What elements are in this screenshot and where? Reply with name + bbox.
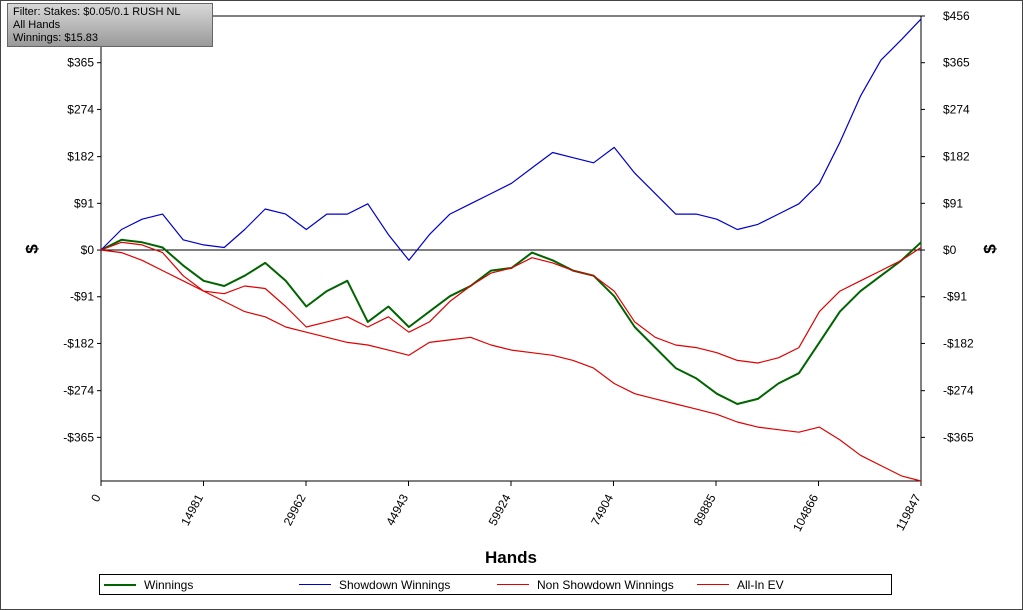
- y-tick-label-right: $365: [943, 56, 970, 70]
- y-tick-label-right: -$91: [943, 290, 967, 304]
- legend-item-non-showdown: Non Showdown Winnings: [497, 575, 674, 594]
- legend-swatch-winnings: [104, 583, 136, 586]
- y-tick-label-left: $182: [67, 150, 94, 164]
- x-tick-label: 104866: [790, 492, 821, 534]
- y-axis-label-left: $: [22, 244, 41, 254]
- x-tick-label: 0: [88, 492, 104, 505]
- series-line-non-showdown-winnings: [100, 249, 922, 482]
- legend-swatch-showdown: [299, 584, 331, 585]
- y-tick-label-left: -$91: [70, 290, 94, 304]
- axes: [97, 15, 925, 486]
- series-lines: [100, 18, 922, 482]
- y-tick-label-right: $182: [943, 150, 970, 164]
- plot-area: [100, 15, 922, 482]
- filter-info-box: Filter: Stakes: $0.05/0.1 RUSH NL All Ha…: [7, 3, 213, 47]
- y-tick-label-left: $365: [67, 56, 94, 70]
- series-line-showdown-winnings: [100, 18, 922, 261]
- legend-label-showdown: Showdown Winnings: [339, 577, 451, 592]
- legend-swatch-allin-ev: [697, 584, 729, 585]
- legend-label-non-showdown: Non Showdown Winnings: [537, 577, 674, 592]
- y-axis-label-right: $: [980, 244, 999, 254]
- y-tick-label-right: -$182: [943, 336, 974, 350]
- legend: Winnings Showdown Winnings Non Showdown …: [99, 574, 892, 595]
- y-tick-label-left: $0: [81, 243, 95, 257]
- series-line-all-in-ev: [100, 241, 922, 364]
- y-tick-label-left: $91: [74, 196, 94, 210]
- legend-swatch-non-showdown: [497, 584, 529, 585]
- y-tick-label-left: $274: [67, 102, 94, 116]
- filter-winnings-text: Winnings: $15.83: [13, 32, 98, 44]
- x-tick-label: 74904: [588, 492, 616, 528]
- filter-stakes-text: Filter: Stakes: $0.05/0.1 RUSH NL: [13, 6, 181, 18]
- legend-item-showdown: Showdown Winnings: [299, 575, 450, 594]
- x-tick-label: 89885: [691, 492, 719, 528]
- legend-item-allin-ev: All-In EV: [697, 575, 784, 594]
- x-tick-label: 59924: [486, 492, 514, 528]
- y-tick-label-right: $0: [943, 243, 957, 257]
- filter-hands-text: All Hands: [13, 19, 61, 31]
- x-axis-label: Hands: [485, 548, 537, 567]
- x-tick-label: 14981: [178, 492, 206, 528]
- x-tick-label: 29962: [281, 492, 309, 528]
- y-tick-label-right: $91: [943, 196, 963, 210]
- y-tick-label-left: -$182: [63, 336, 94, 350]
- y-tick-label-right: $274: [943, 102, 970, 116]
- y-tick-label-right: -$274: [943, 384, 974, 398]
- y-tick-label-left: -$274: [63, 384, 94, 398]
- legend-label-allin-ev: All-In EV: [737, 577, 784, 592]
- x-tick-label: 119847: [893, 492, 924, 533]
- legend-item-winnings: Winnings: [104, 575, 193, 594]
- legend-label-winnings: Winnings: [144, 577, 194, 592]
- x-tick-label: 44943: [383, 492, 411, 528]
- y-tick-label-right: -$365: [943, 430, 974, 444]
- y-tick-label-left: -$365: [63, 430, 94, 444]
- y-tick-label-right: $456: [943, 9, 970, 23]
